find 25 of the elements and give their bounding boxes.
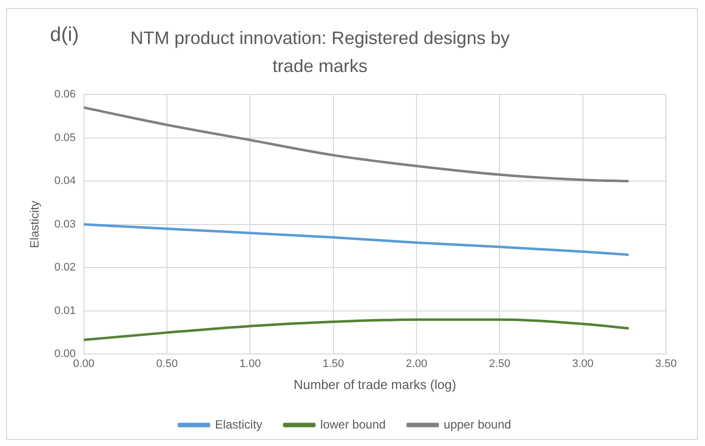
y-tick-label: 0.01 — [54, 304, 76, 317]
x-tick-label: 3.50 — [655, 358, 677, 370]
y-tick-label: 0.00 — [54, 348, 76, 360]
x-tick-label: 0.50 — [156, 358, 178, 370]
text: d(i) — [50, 24, 79, 47]
y-axis-title: Elasticity — [28, 200, 42, 248]
x-tick-label: 0.00 — [73, 358, 95, 370]
x-tick-label: 3.00 — [572, 358, 594, 370]
x-tick-label: 2.50 — [488, 358, 510, 370]
line-series — [84, 223, 629, 256]
x-tick-label: 1.00 — [239, 358, 261, 370]
line-series — [84, 318, 629, 342]
legend-label: upper bound — [444, 417, 512, 432]
line-series — [84, 106, 629, 182]
x-axis-title: Number of trade marks (log) — [294, 376, 456, 392]
chart-title: NTM product innovation: Registered designs by trade marks — [129, 27, 511, 78]
legend-label: lower bound — [320, 417, 386, 432]
x-tick-label: 1.50 — [322, 358, 344, 370]
y-tick-label: 0.02 — [54, 262, 76, 274]
legend-label: Elasticity — [214, 417, 262, 432]
y-tick-label: 0.06 — [54, 88, 76, 101]
y-tick-label: 0.04 — [54, 175, 76, 188]
x-tick-label: 2.00 — [406, 358, 428, 370]
y-tick-label: 0.03 — [54, 218, 76, 230]
y-tick-label: 0.05 — [54, 132, 76, 144]
